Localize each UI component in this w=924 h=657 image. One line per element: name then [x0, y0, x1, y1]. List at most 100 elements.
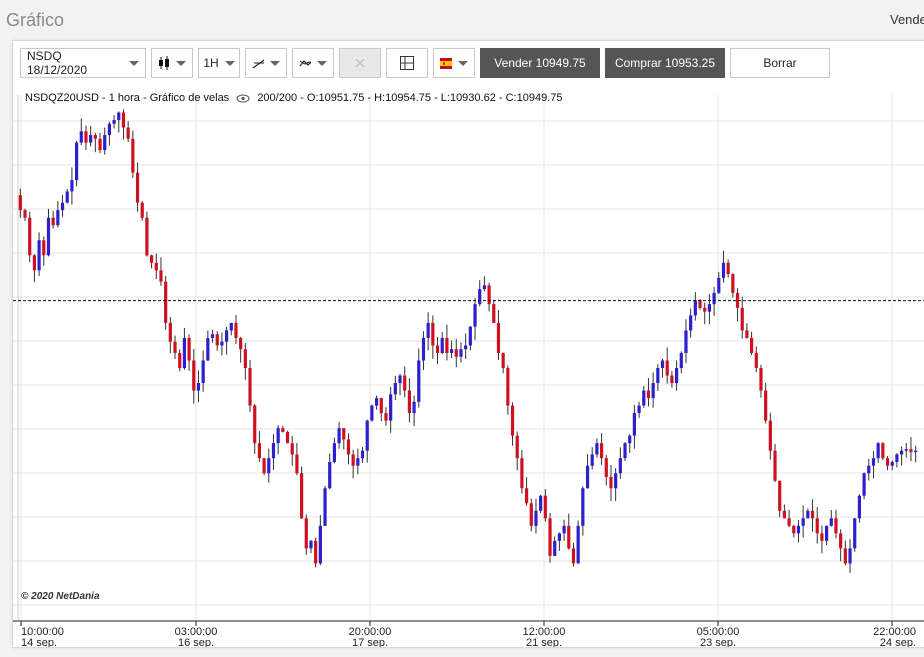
candle-body [787, 518, 791, 526]
candle-body [881, 443, 885, 459]
candle-body [735, 292, 740, 308]
candle-body [248, 368, 252, 406]
candle-body [731, 274, 735, 293]
candle-body [857, 495, 862, 519]
candle-body [323, 488, 327, 526]
candle-body [131, 138, 135, 173]
candle-body [501, 352, 505, 369]
candle-body [703, 307, 707, 312]
interval-select[interactable]: 1H [198, 48, 240, 78]
eye-icon[interactable] [236, 94, 250, 103]
candle-body [435, 345, 440, 353]
spain-flag-icon [440, 57, 452, 69]
crosshair-off-button[interactable] [339, 48, 381, 78]
chart-type-select[interactable] [151, 48, 193, 78]
instrument-date-label: NSDQ 18/12/2020 [27, 49, 88, 77]
candle-body [665, 360, 669, 376]
candle-body [60, 202, 65, 211]
candle-body [440, 337, 444, 353]
candle-body [796, 525, 801, 534]
candle-body [740, 307, 744, 331]
indicator-select[interactable] [292, 48, 334, 78]
candle-body [431, 322, 435, 346]
x-tick-label-date: 23 sep. [700, 637, 736, 647]
candle-body [243, 349, 247, 369]
chevron-down-icon [458, 60, 468, 66]
candle-body [482, 285, 487, 290]
candle-body [145, 217, 149, 256]
candle-body [684, 330, 688, 353]
candle-body [365, 420, 369, 451]
candle-body [815, 518, 819, 534]
candle-body [257, 443, 262, 459]
candle-body [285, 431, 290, 444]
candle-body [674, 368, 679, 384]
candle-body [534, 510, 538, 526]
candle-body [871, 458, 876, 466]
candle-body [824, 525, 829, 541]
candle-body [173, 341, 177, 353]
candle-body [567, 525, 571, 549]
candle-body [464, 345, 468, 350]
candle-body [717, 277, 721, 293]
candle-body [168, 322, 172, 342]
candle-body [553, 540, 557, 556]
candle-body [117, 112, 121, 121]
candle-body [510, 405, 515, 436]
candle-body [679, 352, 683, 369]
x-tick-label-time: 20:00:00 [349, 626, 392, 638]
candle-body [407, 390, 412, 414]
candle-body [178, 352, 182, 369]
candle-body [74, 142, 79, 181]
candle-body [215, 334, 219, 346]
candle-body [206, 337, 210, 361]
chart-panel: 10:00:00 14 sep. 03:00:00 16 sep. 20:00:00 17… [12, 40, 924, 648]
candle-body [862, 473, 866, 496]
candle-body [632, 413, 637, 436]
clear-button[interactable]: Borrar [730, 48, 830, 78]
chevron-down-icon [176, 60, 186, 66]
layout-button[interactable] [386, 48, 428, 78]
candle-body [693, 300, 697, 316]
candle-body [23, 210, 27, 218]
language-select[interactable] [433, 48, 475, 78]
candle-body [295, 454, 299, 474]
instrument-date-select[interactable]: NSDQ 18/12/2020 [20, 48, 146, 78]
candle-body [417, 360, 421, 402]
candle-body [853, 518, 857, 549]
candle-body [304, 518, 308, 549]
candle-body [914, 450, 918, 453]
candle-body [473, 304, 477, 327]
candle-body [318, 525, 322, 564]
candle-body [614, 473, 618, 489]
candle-body [445, 337, 449, 353]
candle-body [810, 510, 815, 519]
candle-body [56, 210, 60, 226]
candle-body [18, 195, 22, 211]
x-tick-label-date: 17 sep. [352, 637, 388, 647]
candle-body [196, 383, 201, 391]
candle-body [398, 375, 402, 384]
candle-body [229, 322, 233, 331]
sell-link[interactable]: Vender [890, 12, 924, 27]
x-tick-label-date: 24 sep. [880, 637, 916, 647]
candle-body [356, 458, 360, 466]
candle-body [51, 217, 55, 226]
candle-body [660, 360, 665, 369]
candle-body [890, 461, 894, 466]
candle-body [576, 525, 580, 564]
candle-body [768, 420, 772, 451]
draw-tool-select[interactable] [245, 48, 287, 78]
candle-body [135, 172, 140, 203]
candle-body [637, 405, 641, 414]
candle-body [689, 315, 693, 331]
candle-body [876, 443, 880, 459]
candle-body [220, 341, 224, 346]
candle-body [773, 450, 777, 481]
candle-body [754, 352, 758, 369]
candle-body [234, 322, 238, 338]
candle-body [65, 191, 69, 203]
sell-button[interactable]: Vender 10949.75 [480, 48, 600, 78]
buy-button[interactable]: Comprar 10953.25 [605, 48, 725, 78]
